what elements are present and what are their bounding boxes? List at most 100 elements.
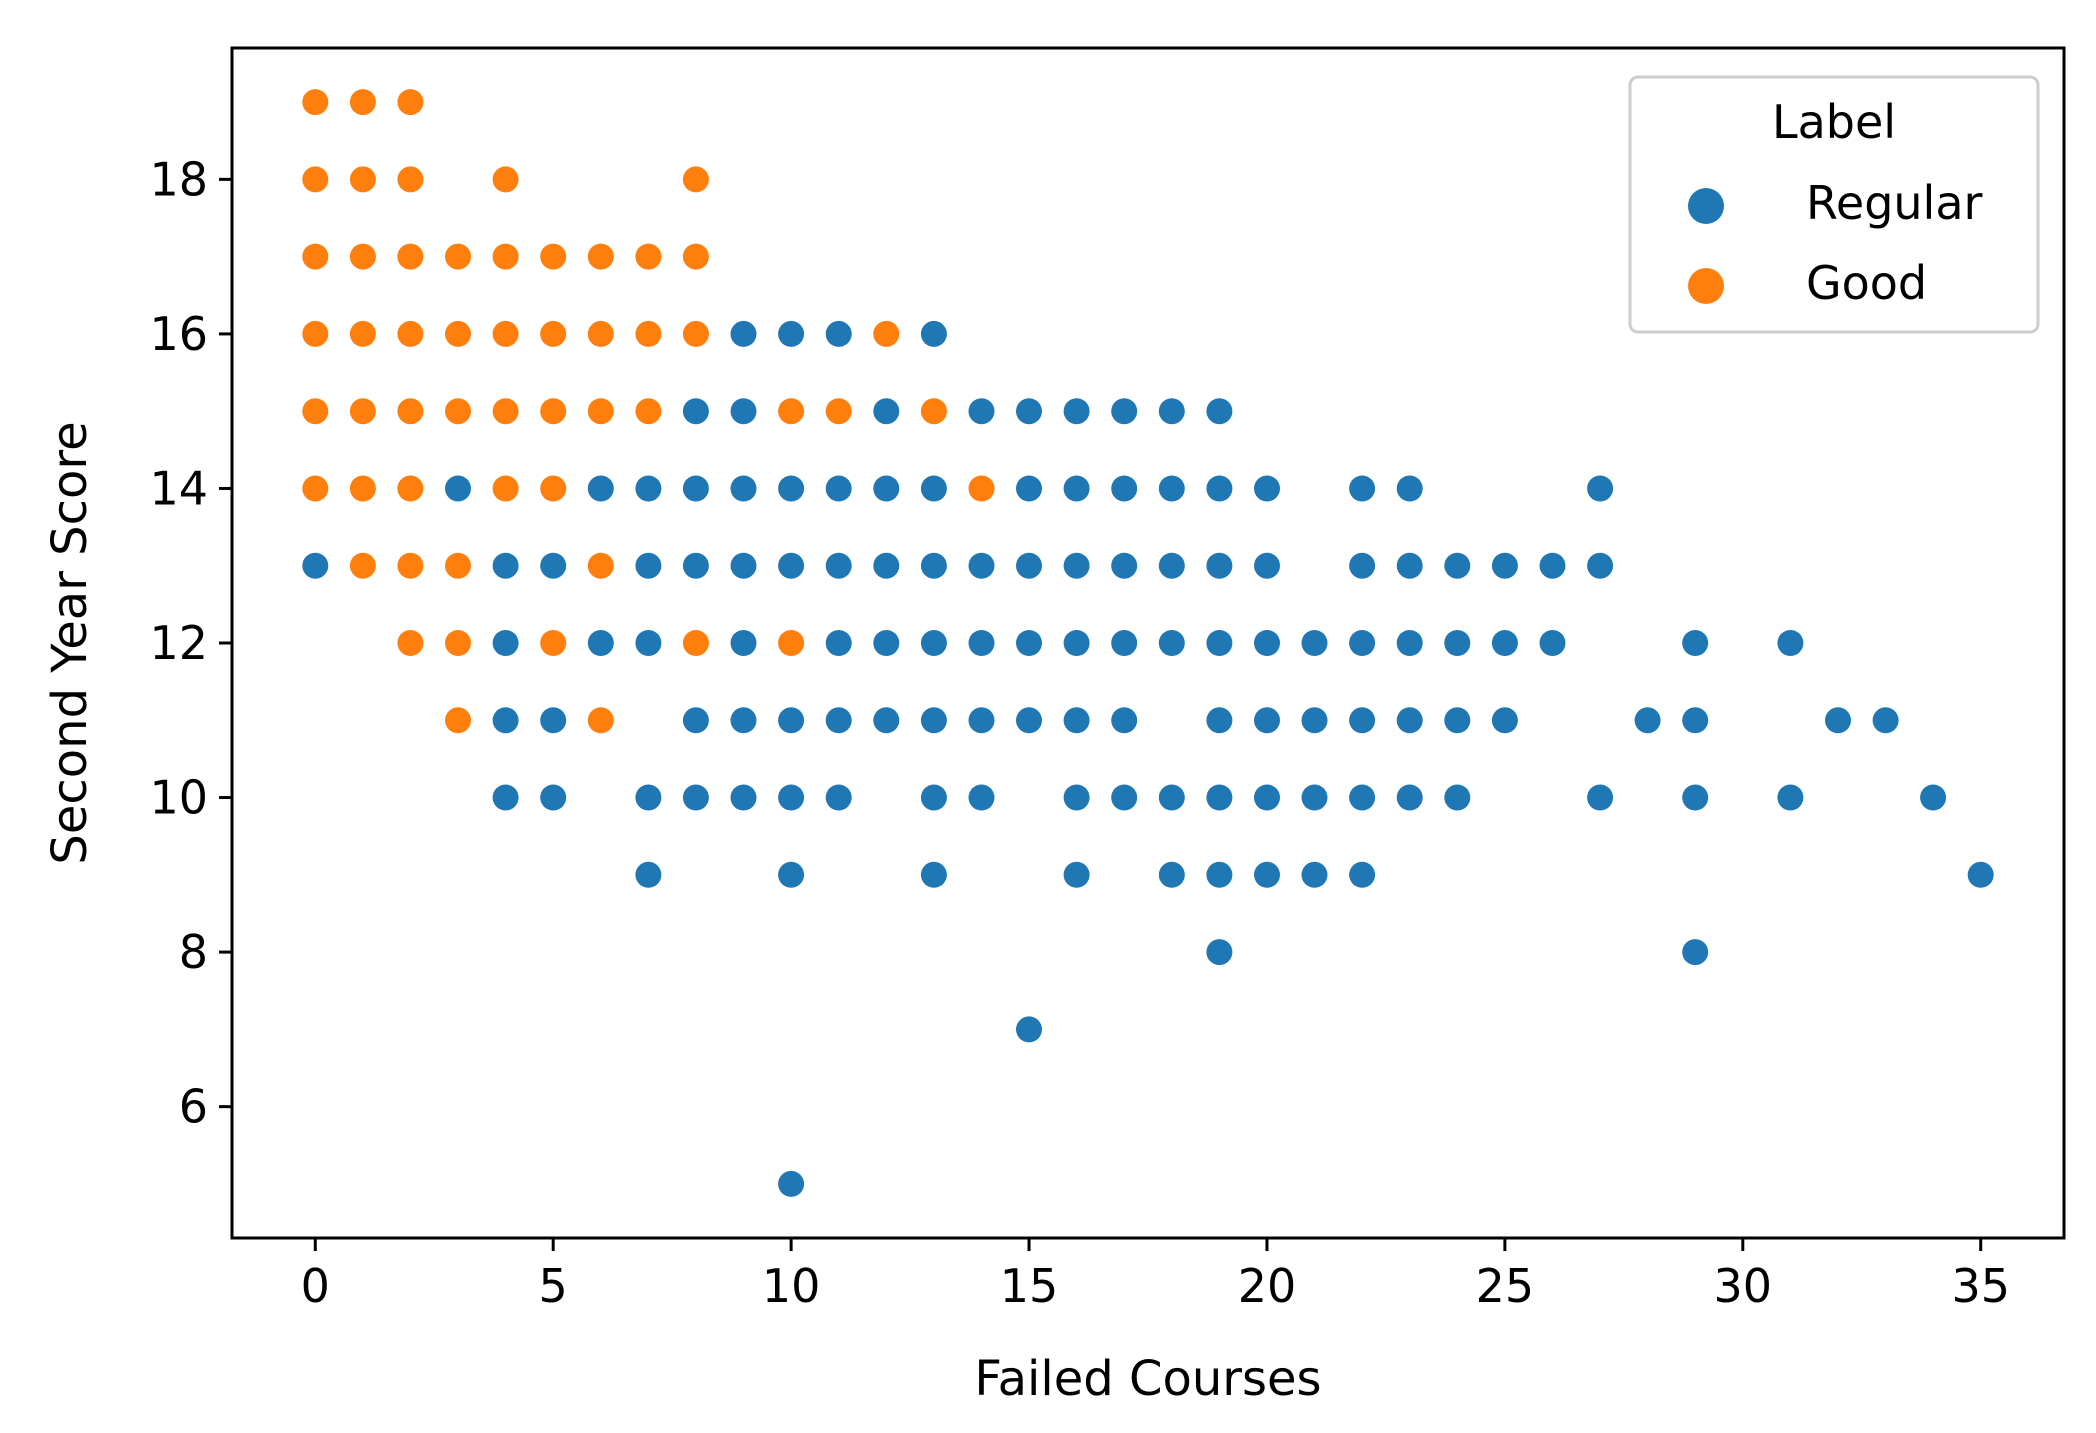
data-point-regular: [873, 398, 900, 425]
data-point-regular: [968, 784, 995, 811]
data-point-regular: [920, 861, 947, 888]
data-point-regular: [730, 707, 757, 734]
data-point-regular: [1539, 630, 1566, 656]
data-point-good: [349, 320, 376, 347]
data-point-regular: [635, 861, 662, 888]
y-axis-label: Second Year Score: [42, 421, 98, 864]
data-point-regular: [920, 707, 947, 734]
x-tick-label: 30: [1714, 1259, 1773, 1313]
data-point-regular: [1016, 630, 1042, 656]
data-point-regular: [1682, 707, 1709, 734]
data-point-good: [540, 320, 567, 347]
data-point-regular: [445, 475, 471, 502]
data-point-regular: [1587, 552, 1614, 579]
x-tick-label: 35: [1951, 1259, 2010, 1313]
data-point-regular: [1349, 630, 1376, 656]
data-point-regular: [682, 552, 709, 579]
data-point-regular: [1682, 630, 1709, 656]
legend-title: Label: [1772, 95, 1896, 149]
data-point-regular: [492, 784, 519, 811]
data-point-good: [587, 320, 614, 347]
data-point-good: [302, 166, 329, 193]
data-point-good: [397, 630, 424, 656]
data-point-regular: [1111, 784, 1138, 811]
data-point-regular: [1016, 552, 1042, 579]
data-point-regular: [1491, 630, 1518, 656]
data-point-regular: [492, 630, 519, 656]
data-point-regular: [1349, 784, 1376, 811]
data-point-regular: [1206, 398, 1233, 425]
data-point-regular: [1111, 707, 1138, 734]
data-point-good: [349, 166, 376, 193]
data-point-good: [445, 552, 471, 579]
data-point-good: [540, 475, 567, 502]
data-point-regular: [1301, 784, 1328, 811]
data-point-regular: [1158, 475, 1185, 502]
y-tick-label: 12: [149, 616, 208, 670]
data-point-good: [397, 243, 424, 270]
data-point-regular: [873, 552, 900, 579]
data-point-regular: [873, 707, 900, 734]
data-point-regular: [873, 475, 900, 502]
data-point-regular: [920, 475, 947, 502]
data-point-good: [349, 475, 376, 502]
data-point-regular: [778, 1170, 805, 1197]
data-point-regular: [1301, 861, 1328, 888]
data-point-regular: [1872, 707, 1899, 734]
data-point-regular: [1349, 861, 1376, 888]
data-point-regular: [968, 707, 995, 734]
data-point-good: [302, 243, 329, 270]
data-point-regular: [1111, 630, 1138, 656]
data-point-regular: [1920, 784, 1947, 811]
data-point-good: [349, 243, 376, 270]
data-point-regular: [920, 552, 947, 579]
data-point-regular: [968, 630, 995, 656]
data-point-regular: [1111, 475, 1138, 502]
data-point-good: [445, 398, 471, 425]
data-point-regular: [825, 707, 852, 734]
data-point-regular: [682, 707, 709, 734]
data-point-regular: [635, 552, 662, 579]
data-point-good: [540, 398, 567, 425]
data-point-regular: [1587, 475, 1614, 502]
data-point-regular: [1206, 939, 1233, 966]
y-tick-label: 14: [149, 461, 208, 515]
data-point-regular: [682, 475, 709, 502]
data-point-good: [540, 243, 567, 270]
data-point-good: [682, 243, 709, 270]
data-point-regular: [968, 398, 995, 425]
data-point-regular: [1206, 784, 1233, 811]
data-point-regular: [1825, 707, 1851, 734]
data-point-regular: [730, 475, 757, 502]
data-point-regular: [1396, 630, 1423, 656]
x-tick-label: 10: [762, 1259, 821, 1313]
data-point-good: [635, 243, 662, 270]
data-point-regular: [1491, 552, 1518, 579]
data-point-good: [540, 630, 567, 656]
data-point-good: [682, 630, 709, 656]
data-point-good: [397, 552, 424, 579]
data-point-regular: [778, 784, 805, 811]
x-tick-label: 20: [1238, 1259, 1297, 1313]
data-point-regular: [1301, 630, 1328, 656]
data-point-good: [445, 630, 471, 656]
x-tick-label: 15: [1000, 1259, 1059, 1313]
data-point-regular: [1206, 861, 1233, 888]
data-point-good: [587, 398, 614, 425]
data-point-good: [397, 398, 424, 425]
data-point-regular: [1539, 552, 1566, 579]
data-point-regular: [1396, 552, 1423, 579]
data-point-regular: [1396, 475, 1423, 502]
data-point-regular: [1349, 707, 1376, 734]
data-point-regular: [1634, 707, 1661, 734]
data-point-regular: [1444, 784, 1471, 811]
data-point-regular: [778, 475, 805, 502]
data-point-regular: [1063, 630, 1090, 656]
data-point-regular: [1254, 552, 1280, 579]
data-point-good: [778, 630, 805, 656]
data-point-regular: [1682, 939, 1709, 966]
data-point-regular: [1016, 707, 1042, 734]
data-point-regular: [730, 398, 757, 425]
data-point-good: [778, 398, 805, 425]
